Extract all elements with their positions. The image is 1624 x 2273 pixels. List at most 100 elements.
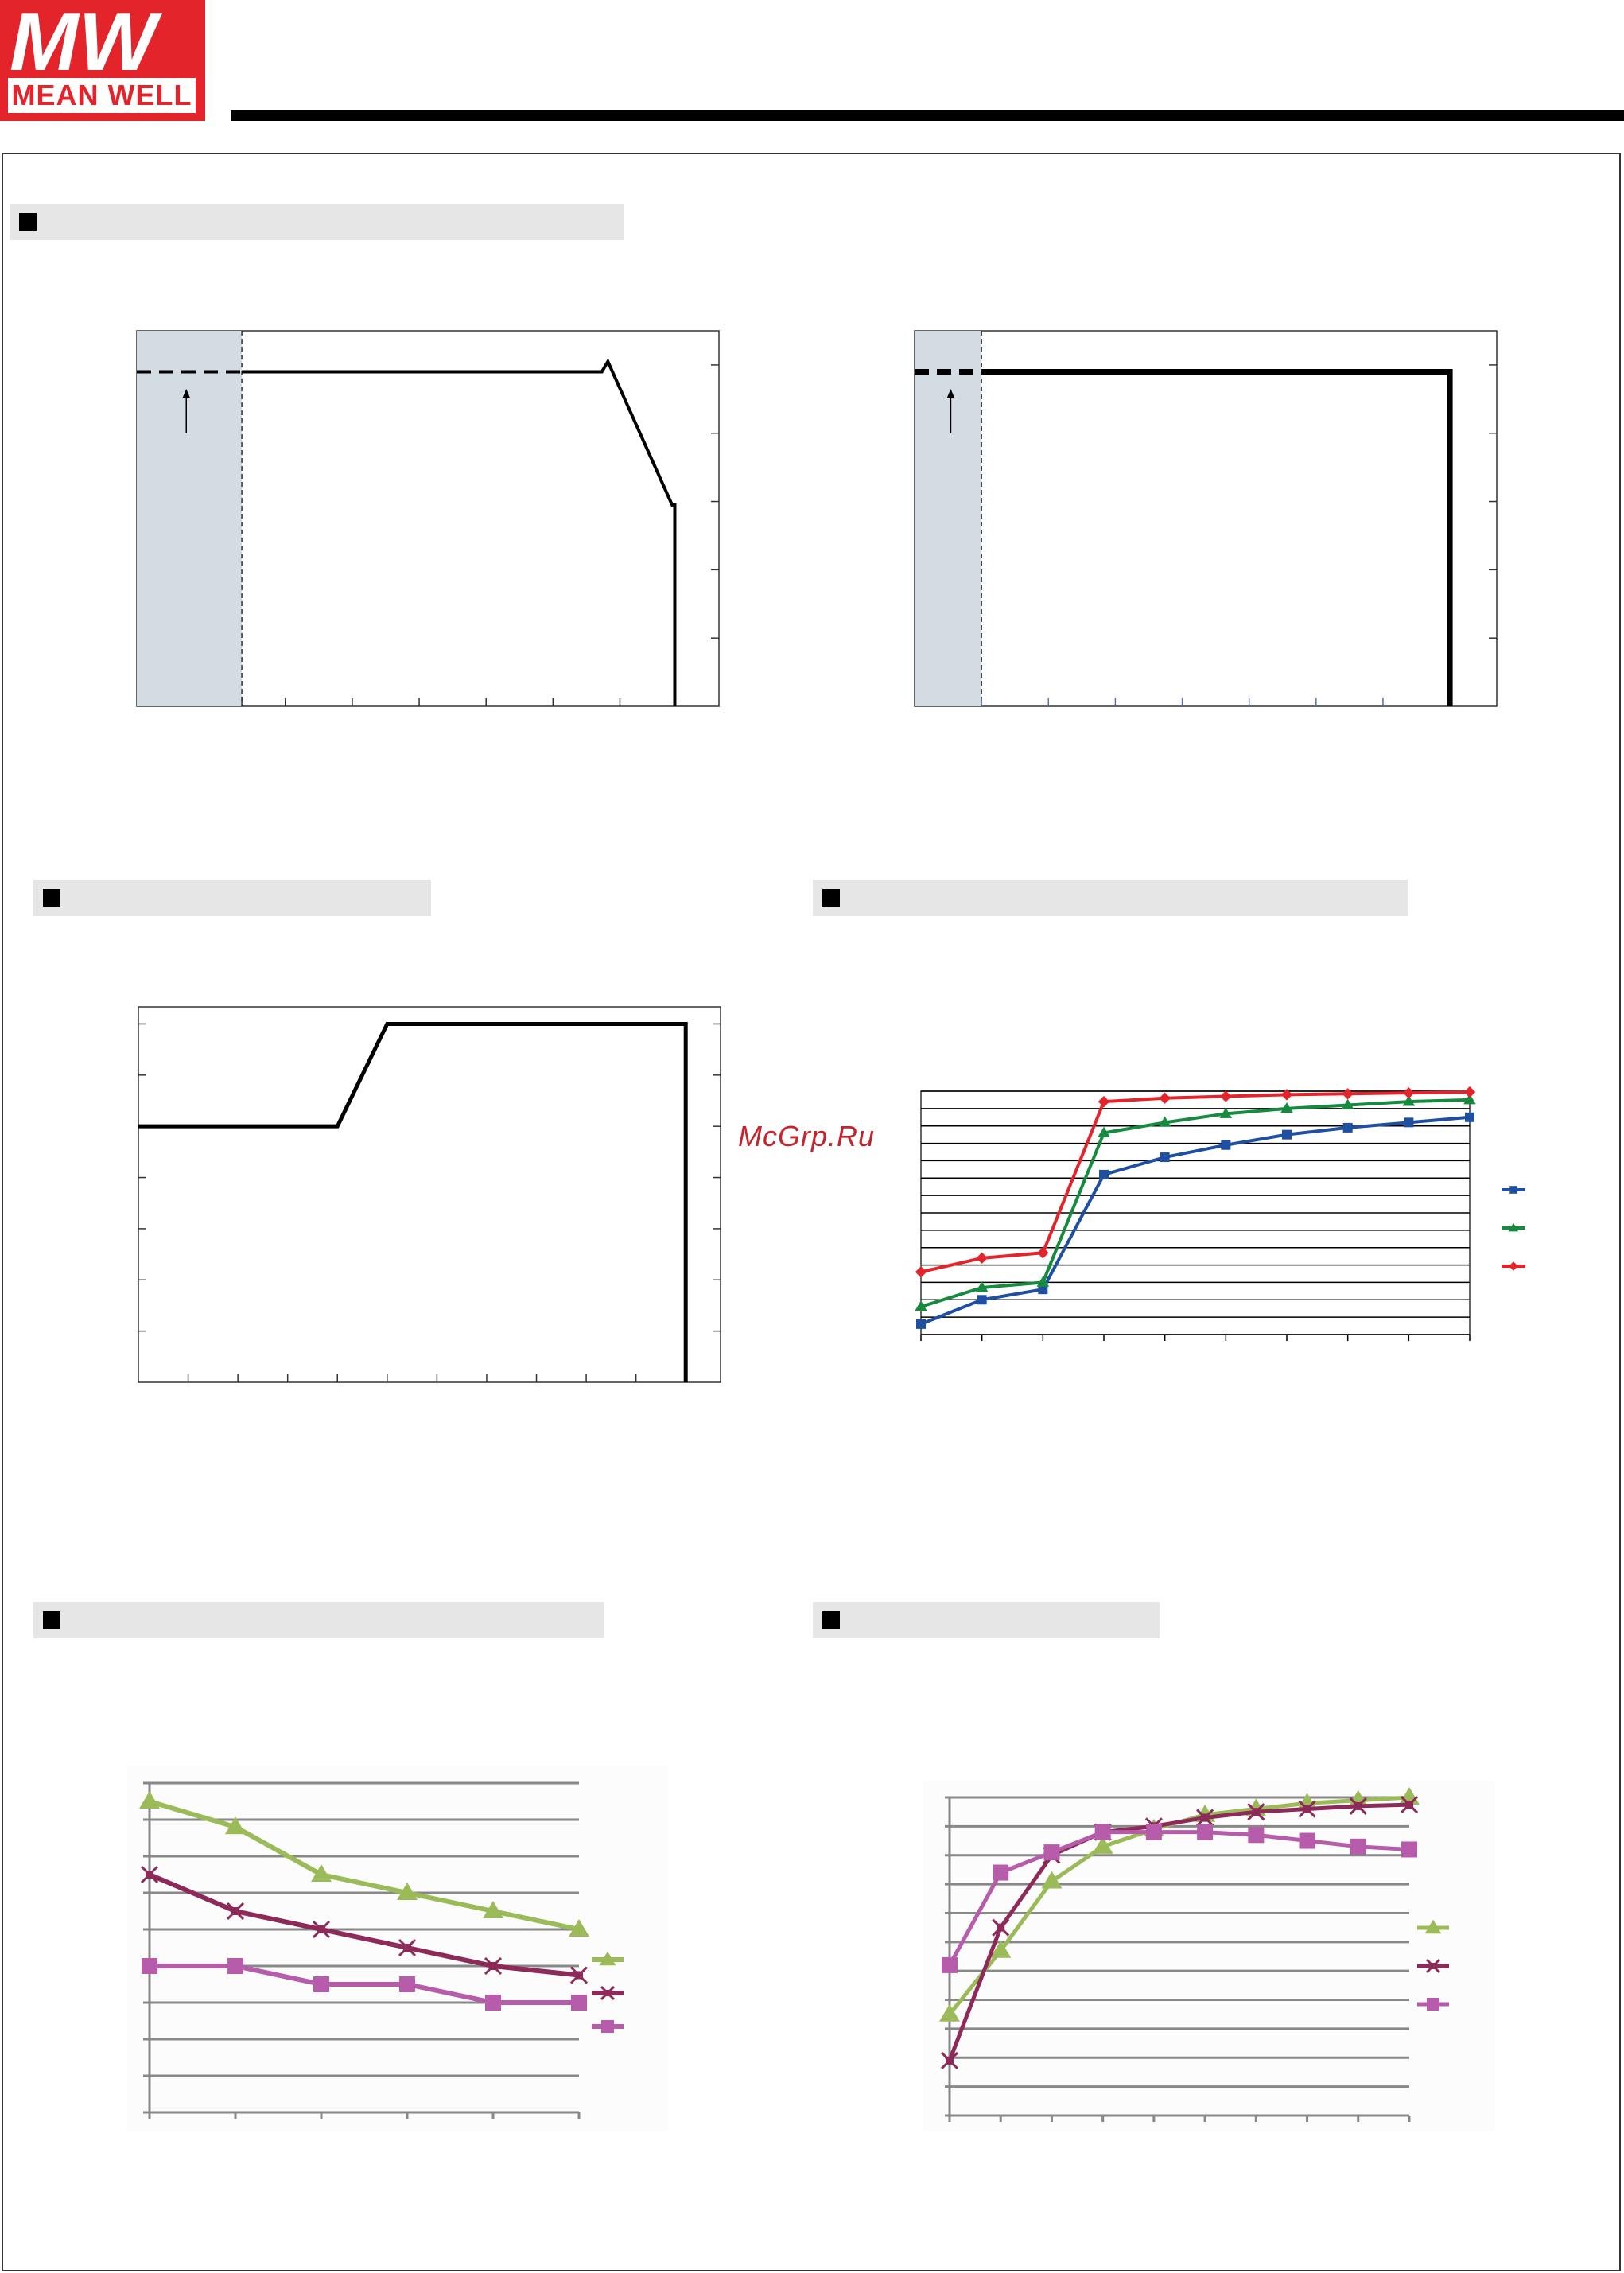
data-point — [485, 1995, 501, 2011]
series-line — [947, 1830, 1410, 1967]
data-point — [399, 1976, 415, 1992]
data-point — [1430, 1963, 1436, 1969]
data-point — [403, 1944, 411, 1952]
data-point — [1092, 1836, 1113, 1854]
data-point — [1219, 1107, 1233, 1118]
data-point — [946, 2056, 954, 2065]
section-bar-output-vs-input — [33, 880, 431, 916]
data-point — [1145, 1824, 1162, 1840]
data-point — [571, 1995, 587, 2011]
series-line — [947, 1802, 1410, 2061]
data-point — [601, 2020, 614, 2033]
data-point — [146, 1871, 153, 1879]
data-point — [397, 1883, 418, 1900]
data-point — [1098, 1095, 1110, 1108]
data-point — [489, 1962, 497, 1970]
data-point — [975, 1281, 989, 1292]
data-point — [311, 1864, 332, 1882]
data-point — [575, 1971, 583, 1980]
data-point — [1401, 1841, 1417, 1858]
data-point — [1402, 1095, 1416, 1106]
data-point — [1342, 1088, 1354, 1100]
derating-chart-1 — [136, 330, 720, 707]
series-line — [920, 1090, 1471, 1274]
data-point — [1463, 1094, 1476, 1105]
section-bar-descending — [33, 1602, 604, 1638]
data-point — [1160, 1152, 1170, 1163]
data-point — [483, 1901, 503, 1918]
section-bar-step-series — [813, 880, 1408, 916]
section-bar-rising — [813, 1602, 1160, 1638]
data-point — [599, 1951, 616, 1966]
series-line — [149, 1799, 580, 1932]
data-point — [1424, 1919, 1442, 1934]
series-line — [981, 368, 1453, 706]
data-point — [1248, 1827, 1265, 1844]
data-point — [997, 1923, 1005, 1932]
data-point — [915, 1300, 927, 1311]
header-rule — [231, 110, 1624, 121]
series-line — [138, 1021, 688, 1382]
data-point — [1354, 1801, 1362, 1810]
data-point — [1282, 1129, 1292, 1140]
section-bar-derating — [10, 204, 624, 240]
data-point — [1342, 1122, 1353, 1133]
data-point — [939, 2003, 960, 2022]
watermark-text: McGrp.Ru — [738, 1120, 876, 1152]
bullet-square-icon — [822, 889, 840, 907]
series-line — [150, 1964, 579, 2005]
plot-frame — [914, 330, 1498, 707]
data-point — [1221, 1140, 1231, 1150]
data-point — [1347, 1789, 1369, 1808]
data-point — [1099, 1169, 1109, 1179]
data-point — [1041, 1871, 1063, 1889]
series-line — [920, 1098, 1471, 1308]
derating-chart-2 — [914, 330, 1498, 707]
data-point — [1043, 1844, 1060, 1861]
data-point — [313, 1976, 329, 1992]
plot-frame — [138, 1006, 721, 1383]
output-vs-input-chart — [138, 1006, 721, 1383]
series-line — [242, 358, 677, 706]
shaded-region — [915, 331, 982, 706]
svg-text:MW: MW — [10, 0, 163, 80]
data-point — [604, 1990, 611, 1996]
arrow-head-icon — [182, 388, 191, 398]
data-point — [1427, 1998, 1439, 2011]
series-line — [148, 1872, 580, 1978]
data-point — [1280, 1089, 1293, 1101]
data-point — [142, 1958, 157, 1974]
data-point — [1509, 1186, 1517, 1194]
data-point — [1158, 1116, 1171, 1127]
data-point — [225, 1816, 246, 1835]
data-point — [993, 1864, 1009, 1881]
data-point — [916, 1319, 926, 1329]
series-line — [920, 1115, 1471, 1326]
data-point — [1094, 1824, 1111, 1840]
page-frame — [2, 153, 1621, 2271]
data-point — [1280, 1102, 1293, 1113]
data-point — [227, 1958, 243, 1974]
data-point — [1404, 1117, 1414, 1128]
data-point — [231, 1907, 239, 1915]
data-point — [1098, 1126, 1110, 1137]
bullet-square-icon — [822, 1611, 840, 1629]
mw-logo-mark-icon: MW — [10, 0, 163, 80]
data-point — [1299, 1832, 1315, 1849]
descending-series-chart — [127, 1766, 668, 2131]
mean-well-logo: MW MEAN WELL — [0, 0, 205, 121]
data-point — [1197, 1824, 1214, 1840]
data-point — [1341, 1098, 1354, 1109]
data-point — [1201, 1813, 1210, 1822]
data-point — [1303, 1805, 1311, 1813]
data-point — [1296, 1793, 1318, 1811]
data-point — [1350, 1838, 1366, 1855]
data-point — [942, 1956, 958, 1973]
data-point — [569, 1919, 589, 1937]
rising-series-chart — [923, 1781, 1495, 2131]
chart-background — [127, 1766, 668, 2131]
data-point — [1252, 1808, 1261, 1816]
data-point — [977, 1295, 987, 1305]
data-point — [317, 1925, 325, 1933]
step-series-chart — [915, 1086, 1525, 1341]
